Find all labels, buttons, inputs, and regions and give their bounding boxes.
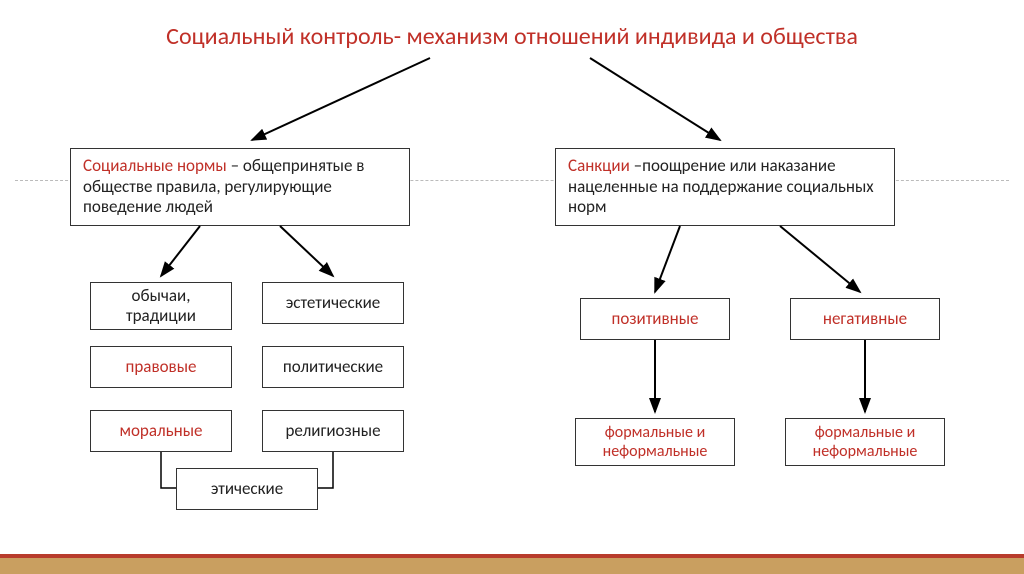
sanctions-definition: Санкции –поощрение или наказание нацелен…: [555, 148, 895, 226]
sanction-formal-1: формальные и неформальные: [575, 418, 735, 466]
norm-ethical: этические: [176, 468, 318, 510]
norm-customs: обычаи, традиции: [90, 282, 232, 330]
norm-religious: религиозные: [262, 410, 404, 452]
norm-legal: правовые: [90, 346, 232, 388]
sanction-positive: позитивные: [580, 298, 730, 340]
norms-term: Социальные нормы: [83, 155, 227, 176]
sanction-negative: негативные: [790, 298, 940, 340]
norm-moral: моральные: [90, 410, 232, 452]
norm-aesthetic: эстетические: [262, 282, 404, 324]
sanction-formal-2: формальные и неформальные: [785, 418, 945, 466]
sanctions-term: Санкции: [568, 155, 630, 176]
footer: [0, 554, 1024, 574]
page-title: Социальный контроль- механизм отношений …: [80, 22, 944, 51]
norms-definition: Социальные нормы – общепринятые в общест…: [70, 148, 410, 226]
norm-political: политические: [262, 346, 404, 388]
